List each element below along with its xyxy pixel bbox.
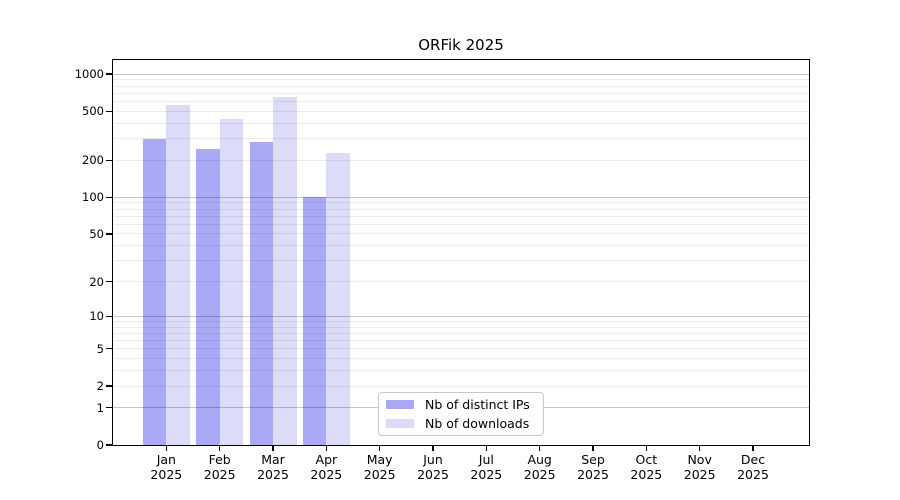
chart-title: ORFik 2025: [418, 36, 504, 54]
x-tick-month: Jul: [478, 452, 494, 467]
x-tick-label: Jun 2025: [401, 452, 465, 482]
y-tick-label: 2: [96, 379, 104, 394]
x-tick-year: 2025: [203, 466, 236, 482]
downloads-swatch-icon: [386, 419, 414, 428]
x-tick-year: 2025: [150, 466, 183, 482]
distinct-ips-swatch-icon: [386, 400, 414, 409]
x-tick-month: Feb: [208, 452, 231, 467]
x-tick-mark: [752, 446, 754, 451]
y-tick-label: 100: [82, 190, 104, 205]
x-tick-mark: [538, 446, 541, 451]
x-tick-year: 2025: [523, 466, 556, 482]
x-tick-month: Sep: [581, 452, 605, 467]
x-tick-month: Nov: [687, 452, 712, 467]
y-tick-label: 5: [96, 341, 104, 356]
x-tick-mark: [485, 446, 488, 451]
y-tick-label: 20: [89, 274, 104, 289]
x-tick-month: Aug: [527, 452, 552, 467]
legend-row-distinct-ips: Nb of distinct IPs: [386, 396, 543, 412]
y-tick-label: 200: [82, 153, 104, 168]
x-tick-mark: [592, 446, 594, 451]
x-tick-month: May: [366, 452, 393, 467]
x-tick-month: Jan: [156, 452, 176, 467]
x-tick-mark: [378, 446, 381, 451]
x-tick-label: May 2025: [348, 452, 412, 482]
x-tick-year: 2025: [417, 466, 449, 482]
x-tick-label: Mar 2025: [241, 452, 305, 482]
x-tick-month: Apr: [315, 452, 338, 467]
y-tick-label: 500: [82, 104, 104, 119]
x-tick-month: Oct: [635, 452, 658, 467]
x-tick-year: 2025: [737, 466, 769, 482]
x-tick-label: Dec 2025: [721, 452, 785, 482]
x-tick-label: Sep 2025: [561, 452, 625, 482]
x-tick-year: 2025: [310, 466, 343, 482]
legend-label-distinct-ips: Nb of distinct IPs: [425, 396, 530, 412]
x-tick-mark: [645, 446, 648, 451]
x-tick-year: 2025: [683, 466, 716, 482]
x-tick-mark: [272, 446, 274, 451]
x-tick-label: Nov 2025: [668, 452, 732, 482]
legend: Nb of distinct IPs Nb of downloads: [378, 392, 544, 436]
x-tick-month: Mar: [261, 452, 285, 467]
x-tick-year: 2025: [577, 466, 609, 482]
y-tick-label: 0: [96, 438, 104, 452]
legend-row-downloads: Nb of downloads: [386, 415, 543, 431]
x-tick-label: Oct 2025: [614, 452, 678, 482]
x-tick-label: Aug 2025: [508, 452, 572, 482]
x-tick-year: 2025: [363, 466, 396, 482]
x-tick-year: 2025: [630, 466, 663, 482]
x-tick-mark: [165, 446, 168, 451]
x-tick-year: 2025: [470, 466, 503, 482]
x-tick-label: Feb 2025: [188, 452, 252, 482]
x-tick-label: Jul 2025: [454, 452, 518, 482]
y-tick-label: 1000: [74, 67, 104, 82]
y-tick-label: 50: [89, 226, 104, 241]
x-tick-month: Jun: [423, 452, 443, 467]
plot-area: [112, 59, 810, 446]
x-tick-label: Jan 2025: [134, 452, 198, 482]
y-tick-label: 10: [89, 309, 104, 324]
x-tick-mark: [432, 446, 434, 451]
legend-label-downloads: Nb of downloads: [425, 415, 530, 431]
x-tick-label: Apr 2025: [294, 452, 358, 482]
x-tick-mark: [325, 446, 328, 451]
x-tick-year: 2025: [257, 466, 289, 482]
x-tick-mark: [698, 446, 701, 451]
y-tick-label: 1: [96, 400, 104, 415]
x-tick-month: Dec: [740, 452, 766, 467]
x-tick-mark: [218, 446, 221, 451]
